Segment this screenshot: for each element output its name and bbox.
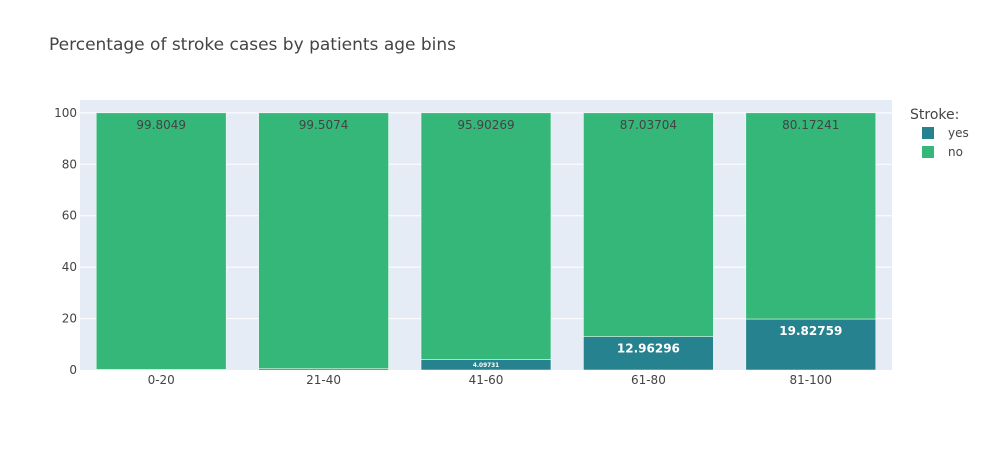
bars: 99.8049 99.5074 4.09731 95.90269 12.96296 87.… [95, 112, 877, 371]
legend-swatch-yes[interactable] [922, 127, 934, 139]
data-label: 12.96296 [617, 342, 680, 356]
data-label: 95.90269 [457, 118, 514, 132]
data-label: 19.82759 [779, 324, 842, 338]
legend-swatch-no[interactable] [922, 146, 934, 158]
data-label: 4.09731 [473, 363, 499, 369]
bar-no-41-60[interactable] [420, 112, 552, 360]
data-label: 80.17241 [782, 118, 839, 132]
x-tick-label: 0-20 [148, 373, 175, 387]
bar-no-21-40[interactable] [258, 112, 389, 369]
x-axis: 0-20 21-40 41-60 61-80 81-100 [148, 373, 832, 387]
y-tick-label: 40 [62, 260, 77, 274]
bar-yes-61-80[interactable] [583, 336, 714, 371]
legend-title: Stroke: [910, 107, 959, 123]
x-tick-label: 81-100 [790, 373, 833, 387]
legend-label-no[interactable]: no [948, 145, 963, 159]
legend-label-yes[interactable]: yes [948, 126, 969, 140]
y-tick-label: 80 [62, 157, 77, 171]
data-label: 99.8049 [136, 118, 186, 132]
bar-yes-81-100[interactable] [745, 318, 877, 371]
y-tick-label: 60 [62, 209, 77, 223]
chart-title: Percentage of stroke cases by patients a… [49, 35, 456, 55]
x-tick-label: 61-80 [631, 373, 666, 387]
data-label: 87.03704 [620, 118, 677, 132]
x-tick-label: 21-40 [306, 373, 341, 387]
y-tick-label: 0 [69, 363, 77, 377]
x-tick-label: 41-60 [469, 373, 504, 387]
data-label: 99.5074 [299, 118, 349, 132]
legend[interactable]: Stroke: yes no [910, 107, 969, 159]
bar-no-61-80[interactable] [583, 112, 714, 337]
y-tick-label: 20 [62, 312, 77, 326]
y-axis: 0 20 40 60 80 100 [54, 106, 77, 377]
bar-no-0-20[interactable] [95, 112, 227, 370]
y-tick-label: 100 [54, 106, 77, 120]
bar-no-81-100[interactable] [745, 112, 877, 320]
